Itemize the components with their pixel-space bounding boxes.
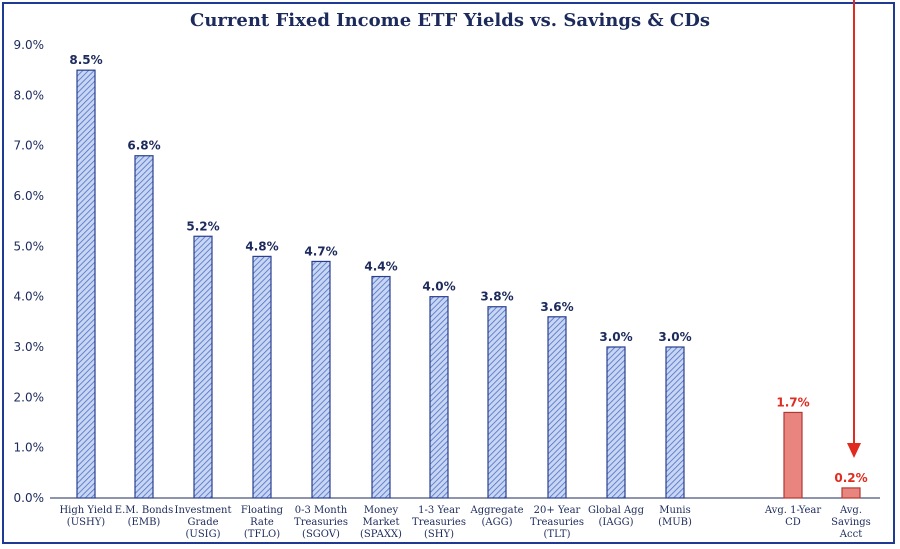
category-label-line: (EMB)	[128, 517, 161, 528]
category-label: Money Market (SPAXX)	[360, 505, 402, 540]
etf-bar	[76, 69, 96, 499]
y-tick-label: 1.0%	[14, 441, 45, 455]
category-label-line: (USHY)	[67, 517, 106, 528]
y-tick-label: 3.0%	[14, 340, 45, 354]
data-label: 4.4%	[364, 260, 397, 274]
category-label-line: Grade	[187, 517, 218, 528]
category-label-line: High Yield	[59, 505, 113, 516]
category-label-line: (SPAXX)	[360, 529, 402, 540]
label-layer: 8.5% High Yield (USHY) 6.8% E.M. Bonds (EMB) 5…	[59, 53, 870, 540]
y-tick-label: 9.0%	[14, 38, 45, 52]
category-label-line: (USIG)	[185, 529, 220, 540]
annotation-layer	[847, 0, 861, 458]
category-label-line: Market	[363, 517, 400, 528]
data-label: 3.6%	[540, 300, 573, 314]
category-label-line: 1-3 Year	[418, 505, 460, 516]
category-label: Avg. Savings Acct	[831, 505, 871, 540]
data-label: 8.5%	[69, 53, 102, 67]
category-label-line: Savings	[831, 517, 871, 528]
category-label: High Yield (USHY)	[59, 505, 113, 528]
category-label-line: Munis	[659, 505, 690, 516]
data-label: 4.7%	[304, 244, 337, 258]
category-label-line: CD	[785, 517, 801, 528]
data-label: 6.8%	[127, 139, 160, 153]
category-label-line: E.M. Bonds	[115, 505, 173, 516]
data-label: 3.8%	[480, 290, 513, 304]
data-label: 3.0%	[658, 330, 691, 344]
category-label-line: (SGOV)	[302, 529, 340, 540]
category-label: Investment Grade (USIG)	[175, 505, 232, 540]
category-label: Global Agg (IAGG)	[588, 505, 645, 528]
category-label-line: Treasuries	[412, 517, 466, 528]
etf-bar	[487, 306, 507, 499]
category-label-line: Aggregate	[469, 505, 523, 516]
category-label-line: Rate	[250, 517, 274, 528]
data-label: 4.0%	[422, 280, 455, 294]
category-label-line: Acct	[839, 529, 862, 540]
category-label-line: Investment	[175, 505, 232, 516]
category-label-line: (IAGG)	[599, 517, 634, 528]
category-label-line: Treasuries	[294, 517, 348, 528]
bar-layer	[76, 69, 861, 499]
bank-bar	[783, 411, 803, 499]
category-label-line: Treasuries	[530, 517, 584, 528]
y-tick-label: 4.0%	[14, 290, 45, 304]
category-label-line: Avg.	[839, 505, 862, 516]
etf-bar	[193, 235, 213, 499]
etf-bar	[311, 260, 331, 499]
category-label-line: 0-3 Month	[295, 505, 348, 516]
category-label-line: Avg. 1-Year	[764, 505, 821, 516]
data-label: 1.7%	[776, 395, 809, 409]
etf-bar	[371, 275, 391, 499]
annotation-arrow-head	[847, 443, 861, 458]
data-label: 0.2%	[834, 471, 867, 485]
category-label-line: Floating	[241, 505, 284, 516]
etf-bar	[252, 255, 272, 499]
category-label: Aggregate (AGG)	[469, 505, 523, 528]
data-label: 5.2%	[186, 219, 219, 233]
data-label: 4.8%	[245, 239, 278, 253]
category-label: E.M. Bonds (EMB)	[115, 505, 173, 528]
category-label: Munis (MUB)	[658, 505, 692, 528]
etf-bar	[547, 316, 567, 499]
category-label: 0-3 Month Treasuries (SGOV)	[294, 505, 348, 540]
chart-title: Current Fixed Income ETF Yields vs. Savi…	[190, 10, 710, 31]
y-tick-label: 5.0%	[14, 239, 45, 253]
category-label-line: 20+ Year	[534, 505, 581, 516]
category-label-line: Global Agg	[588, 505, 645, 516]
category-label: 1-3 Year Treasuries (SHY)	[412, 505, 466, 540]
y-tick-label: 0.0%	[14, 491, 45, 505]
category-label: 20+ Year Treasuries (TLT)	[530, 505, 584, 540]
category-label-line: (TLT)	[544, 529, 571, 540]
category-label-line: (SHY)	[424, 529, 454, 540]
category-label: Floating Rate (TFLO)	[241, 505, 284, 540]
y-tick-label: 8.0%	[14, 88, 45, 102]
data-label: 3.0%	[599, 330, 632, 344]
y-tick-label: 7.0%	[14, 139, 45, 153]
etf-bar	[429, 296, 449, 499]
axis-layer: 0.0% 1.0% 2.0% 3.0% 4.0% 5.0% 6.0% 7.0% 8.0% 9.0%	[14, 38, 880, 505]
etf-bar	[134, 155, 154, 499]
category-label-line: (MUB)	[658, 517, 692, 528]
bank-bar	[841, 487, 861, 499]
etf-bar	[665, 346, 685, 499]
category-label-line: (AGG)	[481, 517, 512, 528]
y-tick-label: 6.0%	[14, 189, 45, 203]
category-label-line: Money	[364, 505, 399, 516]
y-tick-label: 2.0%	[14, 390, 45, 404]
etf-bar	[606, 346, 626, 499]
category-label-line: (TFLO)	[244, 529, 280, 540]
category-label: Avg. 1-Year CD	[764, 505, 821, 528]
